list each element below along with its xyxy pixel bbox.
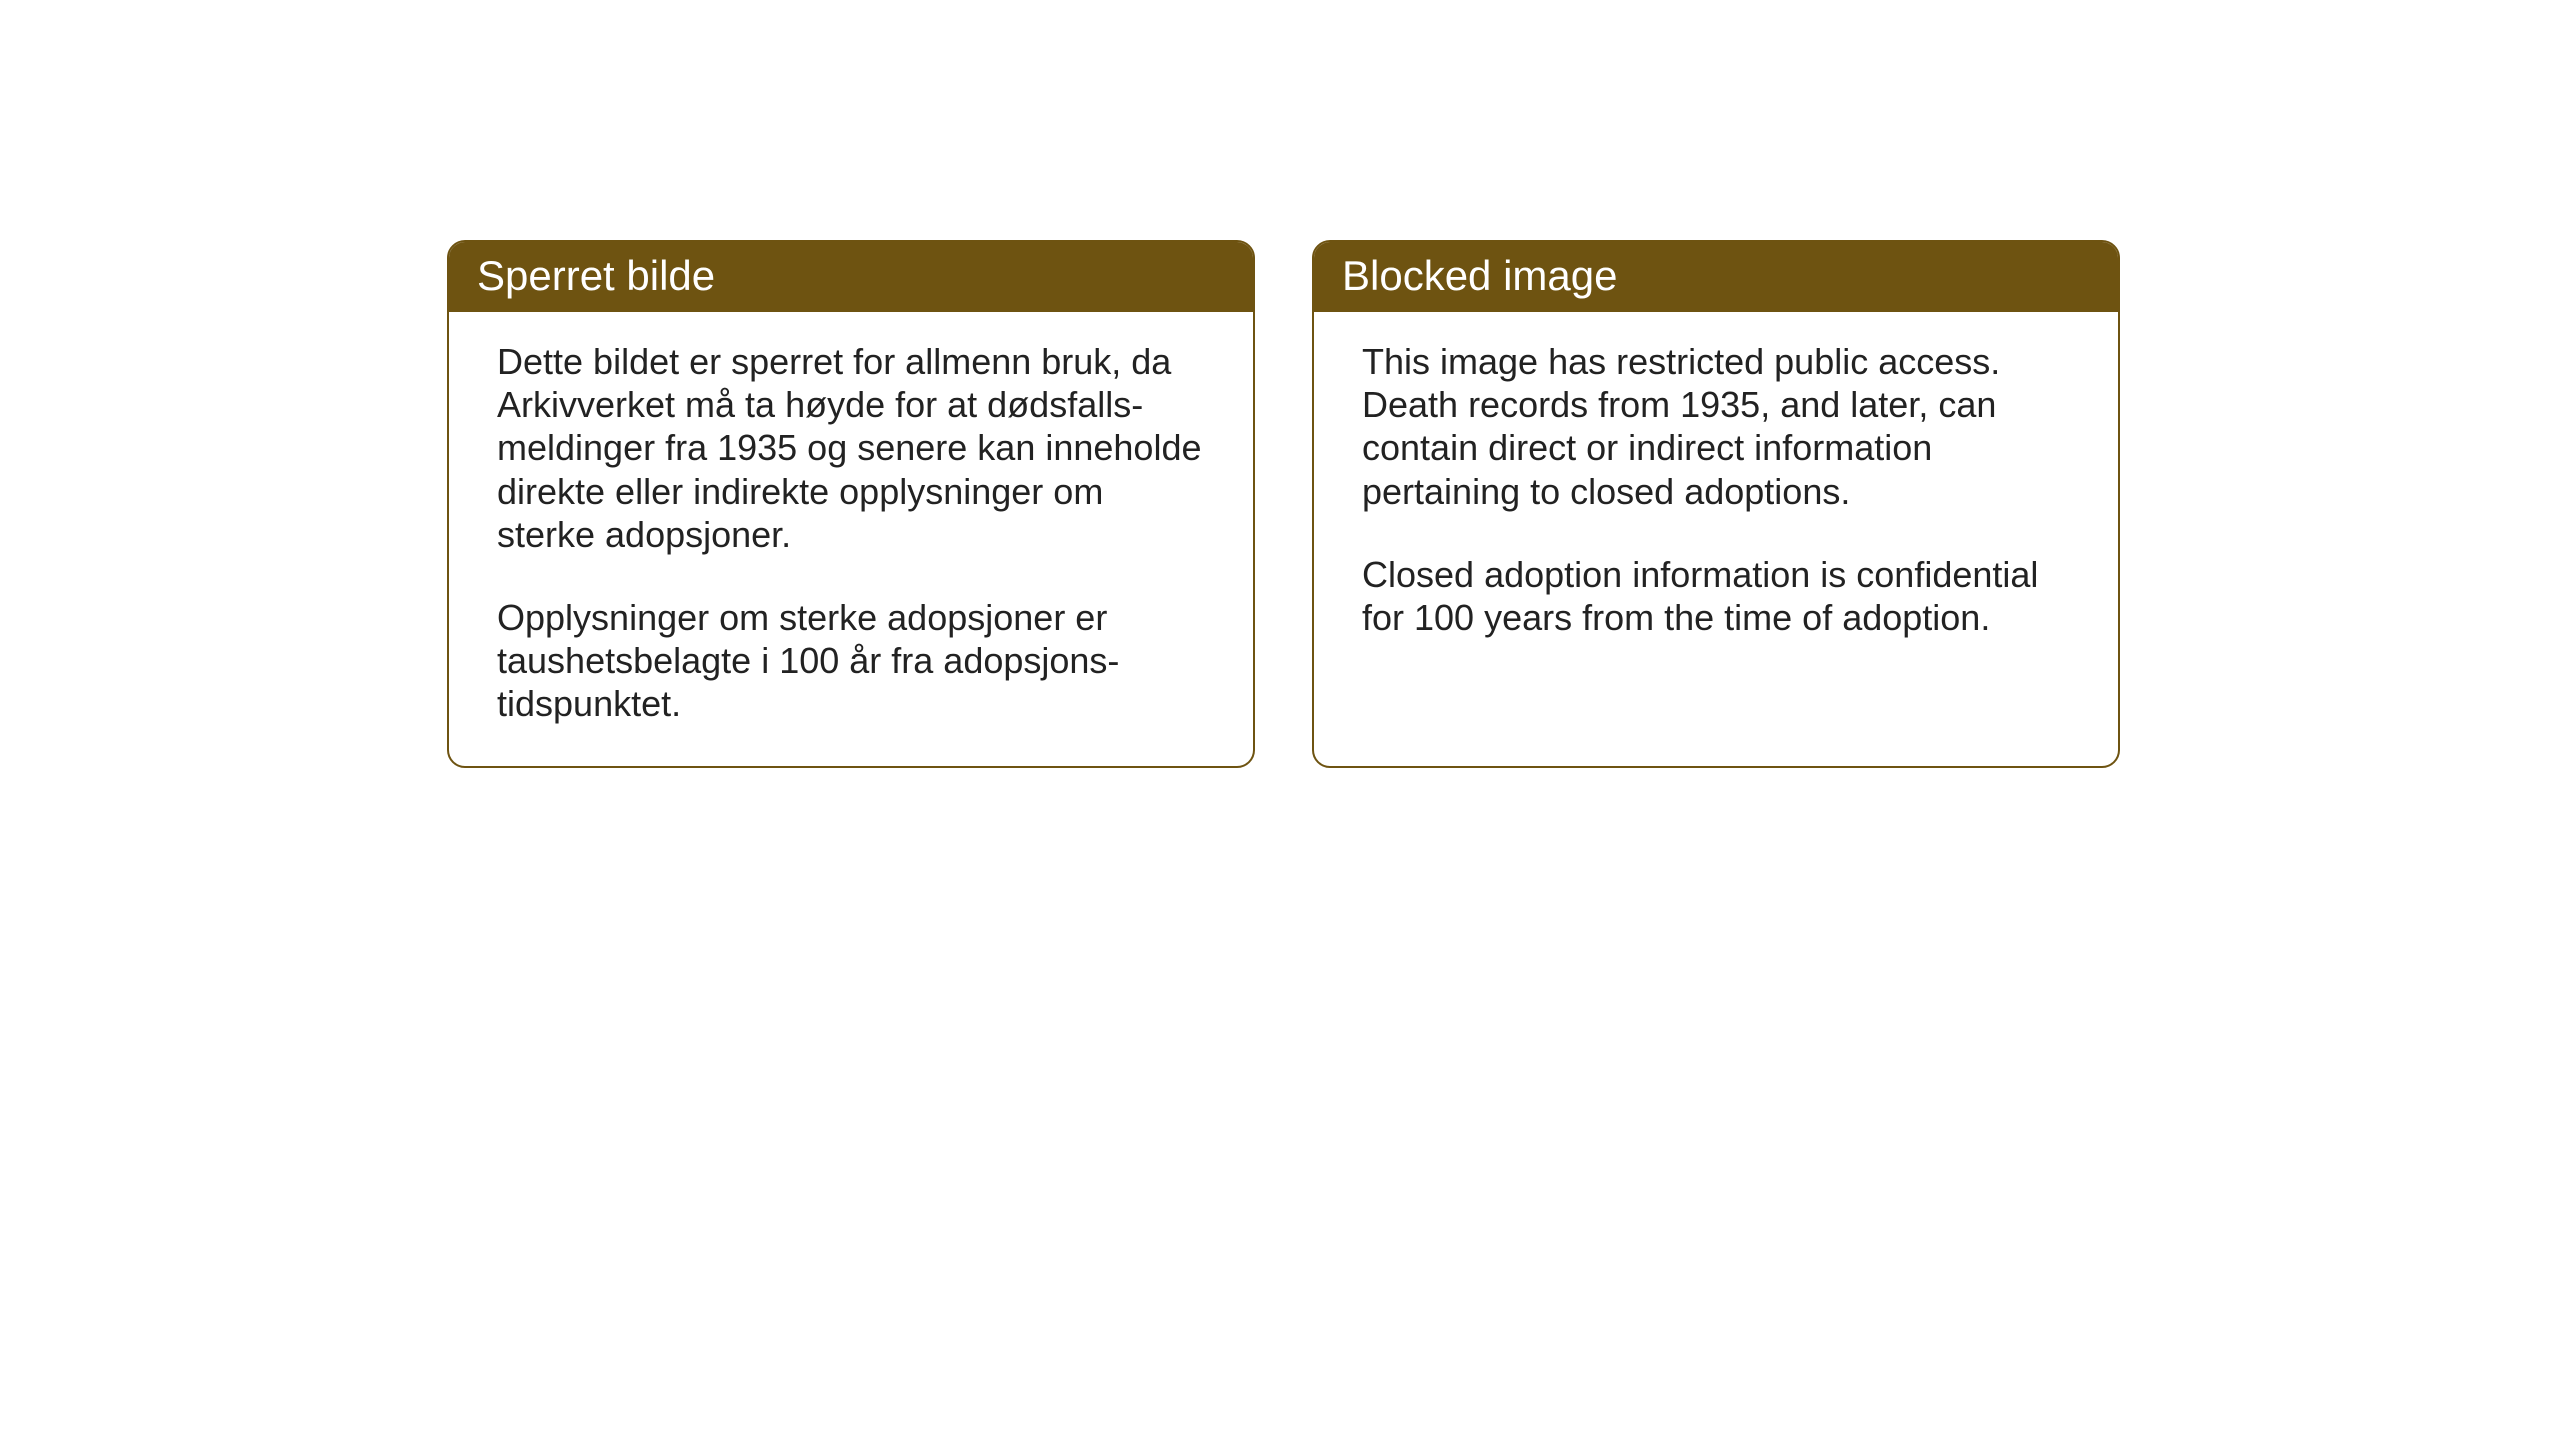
card-paragraph-english-1: This image has restricted public access.…: [1362, 340, 2070, 513]
card-paragraph-norwegian-1: Dette bildet er sperret for allmenn bruk…: [497, 340, 1205, 556]
card-body-english: This image has restricted public access.…: [1314, 312, 2118, 679]
card-header-english: Blocked image: [1314, 242, 2118, 312]
card-title-norwegian: Sperret bilde: [477, 252, 1225, 300]
card-paragraph-norwegian-2: Opplysninger om sterke adopsjoner er tau…: [497, 596, 1205, 726]
card-paragraph-english-2: Closed adoption information is confident…: [1362, 553, 2070, 639]
card-body-norwegian: Dette bildet er sperret for allmenn bruk…: [449, 312, 1253, 766]
notice-card-norwegian: Sperret bilde Dette bildet er sperret fo…: [447, 240, 1255, 768]
notice-card-english: Blocked image This image has restricted …: [1312, 240, 2120, 768]
card-title-english: Blocked image: [1342, 252, 2090, 300]
card-header-norwegian: Sperret bilde: [449, 242, 1253, 312]
notice-cards-container: Sperret bilde Dette bildet er sperret fo…: [447, 240, 2120, 768]
